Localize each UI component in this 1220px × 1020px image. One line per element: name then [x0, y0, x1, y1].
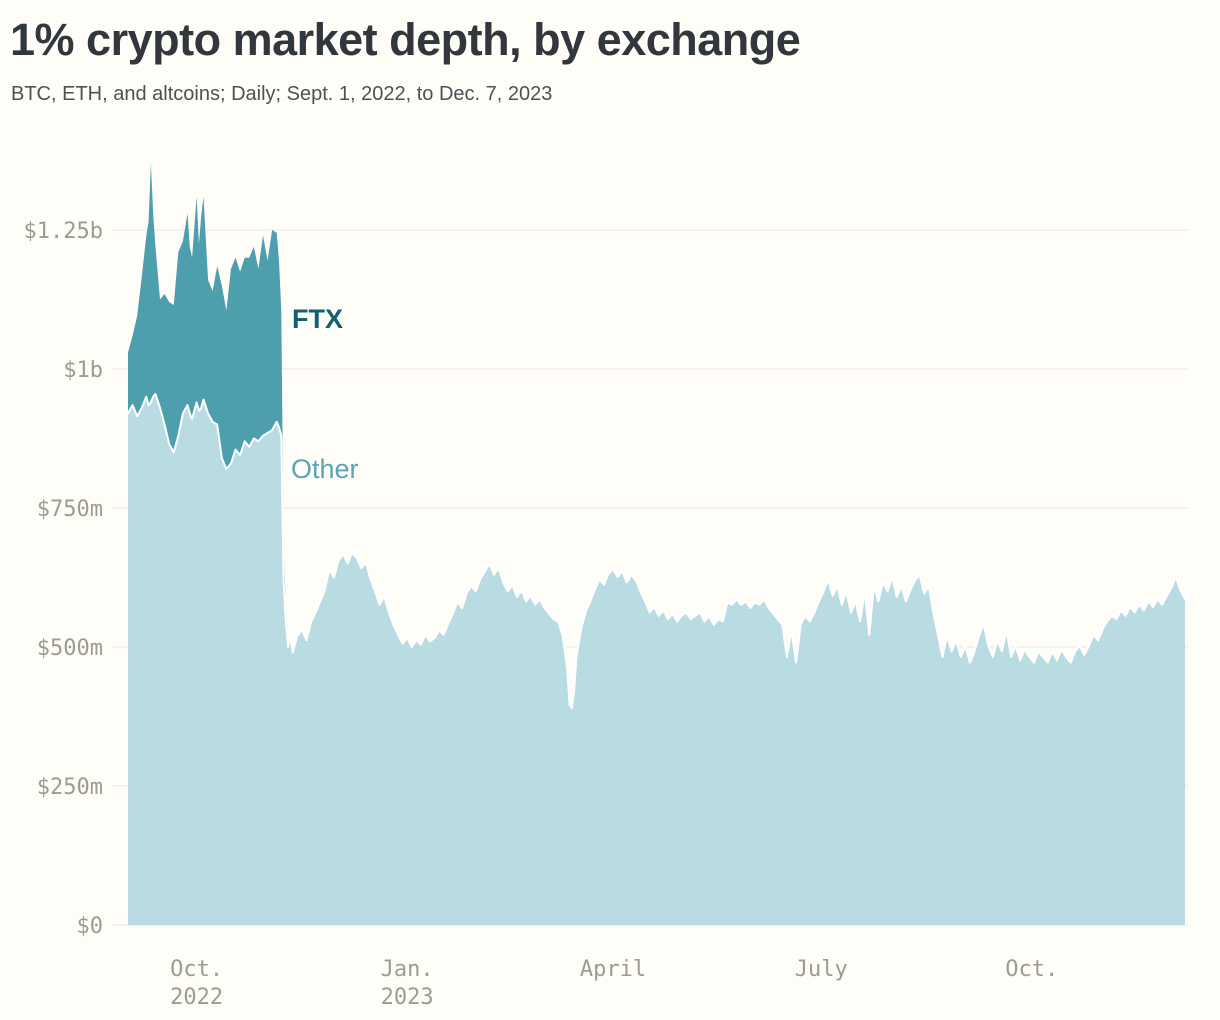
y-axis-label: $1b [63, 358, 103, 383]
series-boundary-line [127, 393, 1186, 710]
series-label-other: Other [291, 454, 359, 484]
y-axis-label: $0 [77, 914, 104, 939]
y-axis-label: $500m [37, 636, 103, 661]
y-axis-label: $750m [37, 497, 103, 522]
x-axis-sublabel: 2023 [381, 985, 434, 1010]
x-axis-label: Oct. [170, 957, 223, 982]
series-label-ftx: FTX [292, 304, 343, 334]
x-axis-label: Oct. [1005, 957, 1058, 982]
x-axis-label: July [795, 957, 848, 982]
area-other [128, 394, 1185, 925]
chart-header: 1% crypto market depth, by exchange BTC,… [10, 14, 801, 106]
x-axis-sublabel: 2022 [170, 985, 223, 1010]
y-axis-label: $250m [37, 775, 103, 800]
y-axis-label: $1.25b [24, 219, 103, 244]
x-axis-label: Jan. [381, 957, 434, 982]
chart-subtitle: BTC, ETH, and altcoins; Daily; Sept. 1, … [11, 82, 553, 105]
x-axis-label: April [580, 957, 646, 982]
chart-title: 1% crypto market depth, by exchange [10, 14, 801, 65]
area-ftx [128, 163, 291, 647]
